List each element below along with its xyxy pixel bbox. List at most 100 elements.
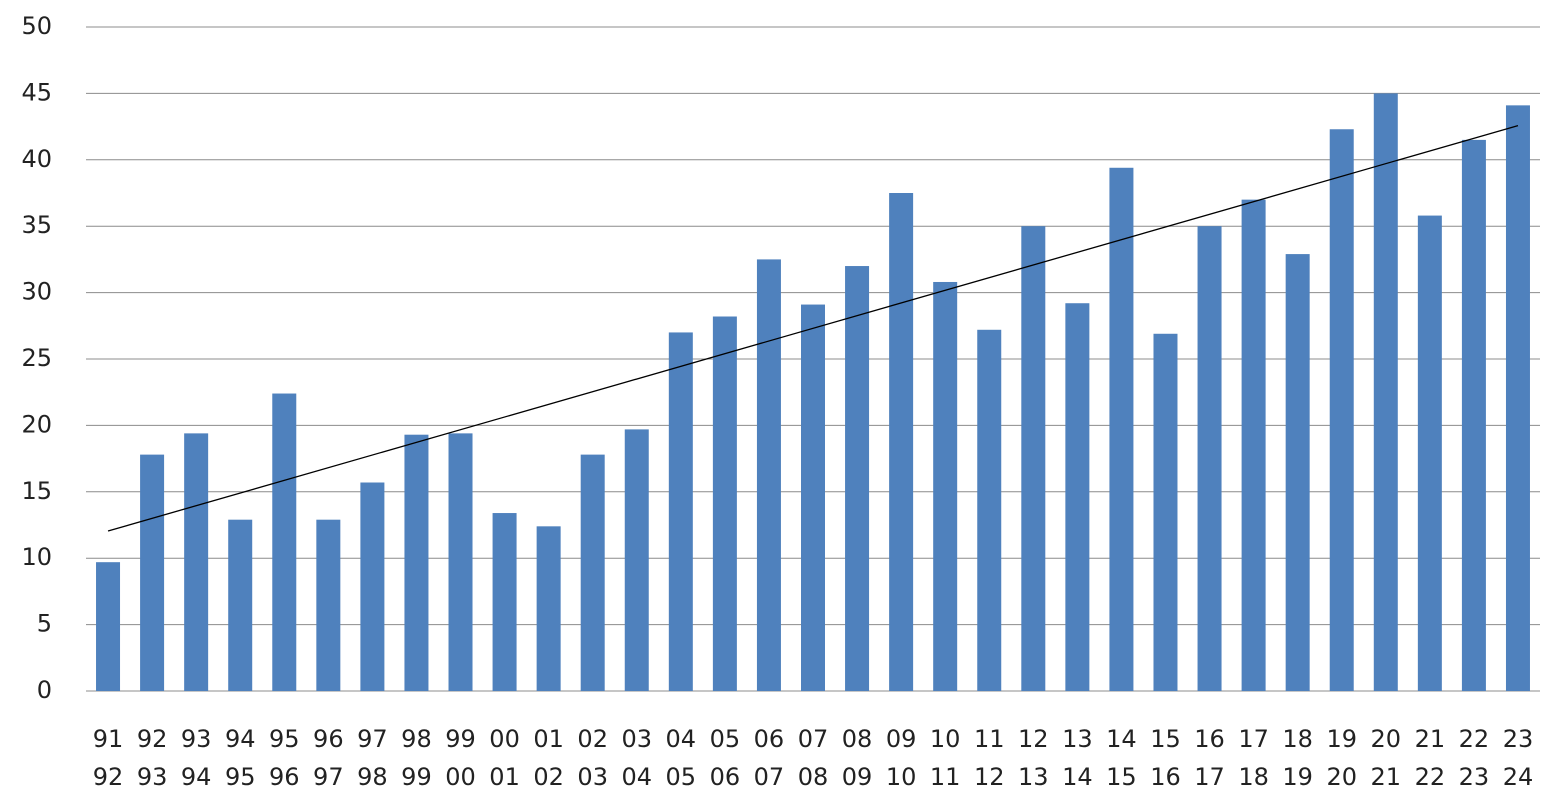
x-tick-label: 14 15 xyxy=(1106,725,1137,791)
x-tick-label-line: 98 xyxy=(401,725,432,753)
x-tick-label-line: 00 xyxy=(445,763,476,791)
x-tick-label-line: 24 xyxy=(1503,763,1534,791)
x-tick-label-line: 10 xyxy=(886,763,917,791)
x-tick-label-line: 20 xyxy=(1371,725,1402,753)
x-tick-label-line: 07 xyxy=(798,725,829,753)
bar xyxy=(184,433,209,691)
x-tick-label-line: 18 xyxy=(1238,763,1269,791)
x-tick-label-line: 99 xyxy=(401,763,432,791)
bar xyxy=(536,526,561,691)
x-tick-label-line: 05 xyxy=(666,763,697,791)
x-tick-label-line: 12 xyxy=(1018,725,1049,753)
x-tick-label-line: 09 xyxy=(886,725,917,753)
x-tick-label: 19 20 xyxy=(1326,725,1357,791)
x-tick-label: 93 94 xyxy=(181,725,212,791)
bar xyxy=(712,316,737,691)
bar xyxy=(140,454,165,691)
x-tick-label: 22 23 xyxy=(1459,725,1490,791)
x-tick-label-line: 23 xyxy=(1459,763,1490,791)
x-tick-label: 98 99 xyxy=(401,725,432,791)
x-tick-label-line: 92 xyxy=(137,725,168,753)
x-tick-label-line: 22 xyxy=(1459,725,1490,753)
bar xyxy=(845,266,870,691)
x-tick-label-line: 13 xyxy=(1062,725,1093,753)
x-tick-label: 01 02 xyxy=(533,725,564,791)
x-tick-label: 99 00 xyxy=(445,725,476,791)
y-tick-label: 10 xyxy=(21,543,52,571)
x-tick-label-line: 94 xyxy=(225,725,256,753)
bar xyxy=(1065,303,1090,691)
x-tick-label-line: 96 xyxy=(313,725,344,753)
x-tick-label-line: 92 xyxy=(93,763,124,791)
x-tick-label: 09 10 xyxy=(886,725,917,791)
y-tick-label: 30 xyxy=(21,278,52,306)
x-tick-label-line: 09 xyxy=(842,763,873,791)
y-tick-label: 25 xyxy=(21,344,52,372)
x-tick-label: 21 22 xyxy=(1415,725,1446,791)
x-tick-label-line: 93 xyxy=(137,763,168,791)
x-tick-label-line: 93 xyxy=(181,725,212,753)
bar xyxy=(977,329,1002,691)
bar xyxy=(1241,199,1266,691)
bar xyxy=(668,332,693,691)
x-tick-label-line: 95 xyxy=(225,763,256,791)
x-tick-label-line: 03 xyxy=(577,763,608,791)
x-tick-label: 03 04 xyxy=(621,725,652,791)
x-tick-label: 13 14 xyxy=(1062,725,1093,791)
x-tick-label-line: 01 xyxy=(533,725,564,753)
bar xyxy=(228,519,253,691)
x-tick-label-line: 17 xyxy=(1238,725,1269,753)
x-tick-label-line: 15 xyxy=(1106,763,1137,791)
x-tick-label-line: 13 xyxy=(1018,763,1049,791)
y-tick-label: 40 xyxy=(21,145,52,173)
bar xyxy=(96,562,121,691)
x-tick-label-line: 10 xyxy=(930,725,961,753)
bar xyxy=(1461,139,1486,691)
bar xyxy=(1285,254,1310,691)
x-tick-label-line: 08 xyxy=(842,725,873,753)
x-tick-label-line: 16 xyxy=(1150,763,1181,791)
x-tick-label-line: 15 xyxy=(1150,725,1181,753)
x-tick-label: 95 96 xyxy=(269,725,300,791)
x-tick-label: 08 09 xyxy=(842,725,873,791)
x-tick-label-line: 94 xyxy=(181,763,212,791)
x-tick-label-line: 11 xyxy=(930,763,961,791)
x-tick-label: 00 01 xyxy=(489,725,520,791)
x-tick-label-line: 00 xyxy=(489,725,520,753)
x-tick-label-line: 99 xyxy=(445,725,476,753)
bar xyxy=(801,304,825,691)
bar xyxy=(889,193,914,691)
x-tick-label: 18 19 xyxy=(1282,725,1313,791)
x-tick-label-line: 19 xyxy=(1282,763,1313,791)
bar xyxy=(404,434,429,691)
x-tick-label-line: 08 xyxy=(798,763,829,791)
bar xyxy=(756,259,781,691)
x-tick-label-line: 91 xyxy=(93,725,124,753)
bar xyxy=(360,482,385,691)
y-tick-label: 5 xyxy=(37,610,52,638)
y-tick-label: 35 xyxy=(21,211,52,239)
bar xyxy=(448,433,473,691)
x-tick-label-line: 03 xyxy=(621,725,652,753)
y-tick-label: 0 xyxy=(37,676,52,704)
bar xyxy=(1153,333,1178,691)
bar xyxy=(1417,215,1442,692)
x-tick-label-line: 22 xyxy=(1415,763,1446,791)
bar xyxy=(272,393,297,691)
x-tick-label: 04 05 xyxy=(666,725,697,791)
x-tick-label-line: 06 xyxy=(754,725,785,753)
x-tick-label: 23 24 xyxy=(1503,725,1534,791)
x-tick-label-line: 21 xyxy=(1371,763,1402,791)
x-tick-label-line: 04 xyxy=(666,725,697,753)
bar xyxy=(1021,226,1046,691)
x-tick-label-line: 20 xyxy=(1326,763,1357,791)
x-tick-label-line: 05 xyxy=(710,725,741,753)
x-tick-label: 05 06 xyxy=(710,725,741,791)
y-tick-label: 50 xyxy=(21,12,52,40)
bar xyxy=(1109,167,1134,691)
bar xyxy=(1373,93,1398,691)
x-tick-label-line: 17 xyxy=(1194,763,1225,791)
x-tick-label-line: 06 xyxy=(710,763,741,791)
x-tick-label: 15 16 xyxy=(1150,725,1181,791)
bar xyxy=(1329,129,1354,692)
